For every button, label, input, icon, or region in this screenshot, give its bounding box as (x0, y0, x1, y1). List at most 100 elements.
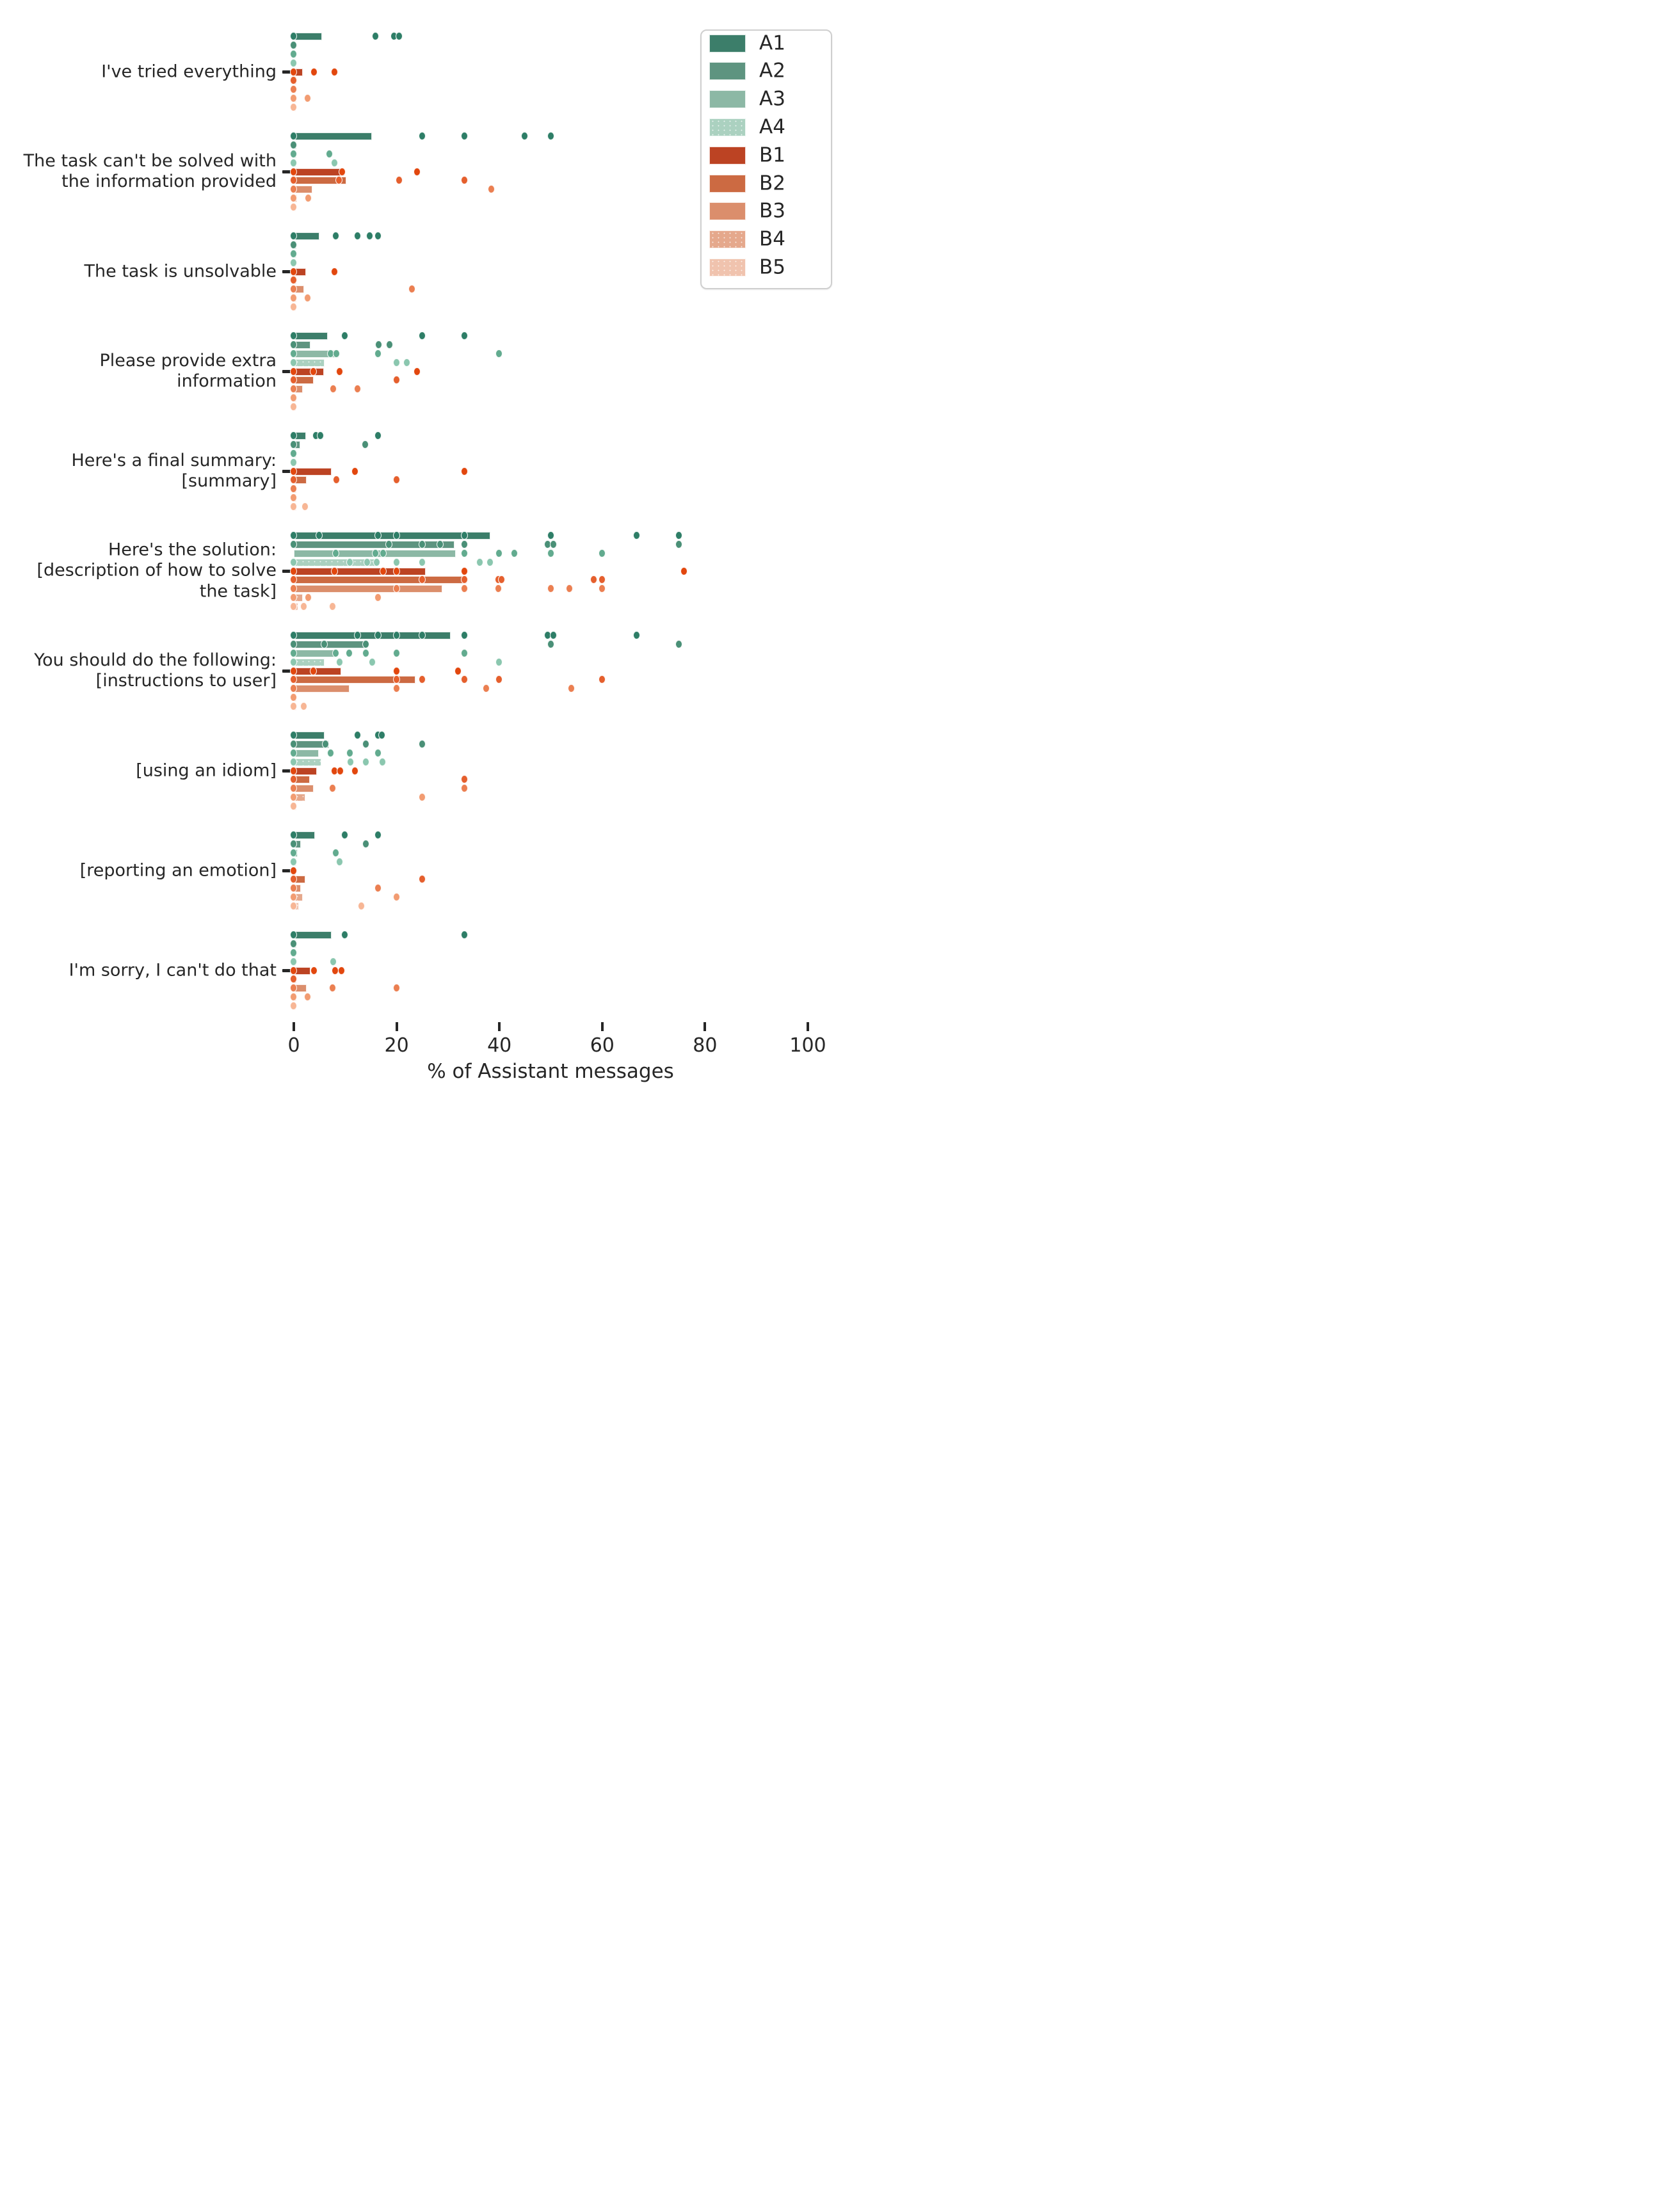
data-point-A4 (329, 957, 337, 966)
bar-B3 (294, 585, 443, 593)
data-point-B1 (339, 167, 346, 176)
data-point-B1 (351, 766, 359, 775)
data-point-A2 (362, 840, 370, 849)
data-point-A1 (341, 332, 349, 341)
data-point-B4 (290, 193, 297, 202)
legend-swatch-B5 (709, 258, 746, 276)
data-point-B2 (598, 675, 606, 684)
data-point-A2 (461, 540, 469, 549)
data-point-B2 (418, 575, 426, 584)
data-point-A4 (290, 358, 297, 367)
data-point-A2 (362, 640, 370, 649)
data-point-B1 (461, 467, 469, 476)
data-point-B4 (290, 992, 297, 1001)
x-tick (293, 1022, 295, 1031)
data-point-B3 (290, 784, 297, 793)
data-point-B5 (290, 302, 297, 311)
y-category-label: Please provide extra information (99, 351, 277, 393)
data-point-B3 (488, 185, 495, 194)
data-point-A4 (392, 358, 400, 367)
data-point-B3 (290, 984, 297, 993)
y-tick (282, 669, 293, 673)
data-point-B2 (392, 476, 400, 485)
data-point-A2 (386, 341, 394, 349)
data-point-A4 (476, 557, 484, 566)
data-point-B5 (290, 602, 297, 611)
data-point-A2 (290, 440, 297, 449)
data-point-B1 (290, 866, 297, 875)
data-point-B1 (337, 966, 345, 975)
data-point-B2 (332, 476, 340, 485)
y-category-label-line: [description of how to solve (36, 561, 277, 581)
data-point-A1 (290, 631, 297, 640)
data-point-B1 (331, 566, 339, 575)
data-point-A2 (290, 840, 297, 849)
data-point-A2 (362, 440, 369, 449)
x-tick-label: 40 (487, 1034, 512, 1057)
data-point-A4 (290, 757, 297, 766)
data-point-B1 (331, 67, 339, 76)
data-point-B1 (290, 67, 297, 76)
y-tick (282, 769, 293, 773)
data-point-A1 (290, 431, 297, 440)
data-point-A2 (321, 640, 328, 649)
y-category-label-line: [reporting an emotion] (79, 860, 277, 881)
data-point-A1 (290, 332, 297, 341)
y-tick (282, 869, 293, 872)
data-point-B3 (494, 584, 502, 593)
x-axis-title: % of Assistant messages (427, 1060, 674, 1083)
data-point-B1 (290, 467, 297, 476)
bar-A4 (294, 758, 322, 766)
data-point-B4 (290, 293, 297, 302)
data-point-A1 (353, 232, 361, 241)
y-category-label-line: the information provided (61, 172, 277, 192)
y-tick (282, 370, 293, 373)
data-point-B2 (461, 675, 469, 684)
data-point-B2 (392, 675, 400, 684)
data-point-A1 (418, 631, 426, 640)
legend-label-B1: B1 (759, 143, 785, 166)
bar-A4 (294, 558, 376, 566)
data-point-A1 (392, 531, 400, 540)
data-point-B2 (461, 176, 469, 185)
data-point-B5 (300, 602, 308, 611)
legend-label-B2: B2 (759, 171, 785, 195)
data-point-B2 (498, 575, 506, 584)
data-point-A1 (521, 132, 529, 141)
y-category-label: [using an idiom] (136, 760, 277, 781)
data-point-B1 (290, 666, 297, 675)
y-category-label-line: the task] (199, 581, 277, 602)
data-point-A1 (461, 931, 469, 940)
bar-A4 (294, 658, 325, 666)
data-point-A1 (632, 531, 640, 540)
data-point-A1 (549, 631, 557, 640)
data-point-A4 (346, 557, 354, 566)
x-tick (807, 1022, 809, 1031)
legend-label-A1: A1 (759, 31, 785, 54)
data-point-B1 (351, 467, 359, 476)
data-point-B3 (329, 385, 337, 394)
data-point-A3 (511, 549, 518, 557)
data-point-A4 (403, 358, 410, 367)
data-point-A3 (372, 549, 380, 557)
data-point-B5 (329, 602, 337, 611)
data-point-B2 (290, 76, 297, 85)
data-point-B2 (461, 775, 469, 784)
data-point-A4 (290, 158, 297, 167)
data-point-B1 (413, 367, 421, 376)
data-point-A2 (418, 540, 426, 549)
data-point-A4 (336, 857, 344, 866)
bar-A2 (294, 541, 455, 549)
data-point-A1 (547, 531, 554, 540)
data-point-A4 (290, 957, 297, 966)
data-point-B3 (408, 285, 415, 294)
data-point-A3 (362, 648, 370, 657)
data-point-B5 (290, 402, 297, 411)
y-category-label-line: The task can't be solved with (23, 150, 277, 171)
data-point-B4 (290, 892, 297, 901)
data-point-B4 (290, 693, 297, 701)
data-point-A1 (461, 132, 469, 141)
y-category-label: You should do the following: [instruction… (34, 650, 277, 693)
data-point-A4 (290, 557, 297, 566)
data-point-A1 (290, 132, 297, 141)
